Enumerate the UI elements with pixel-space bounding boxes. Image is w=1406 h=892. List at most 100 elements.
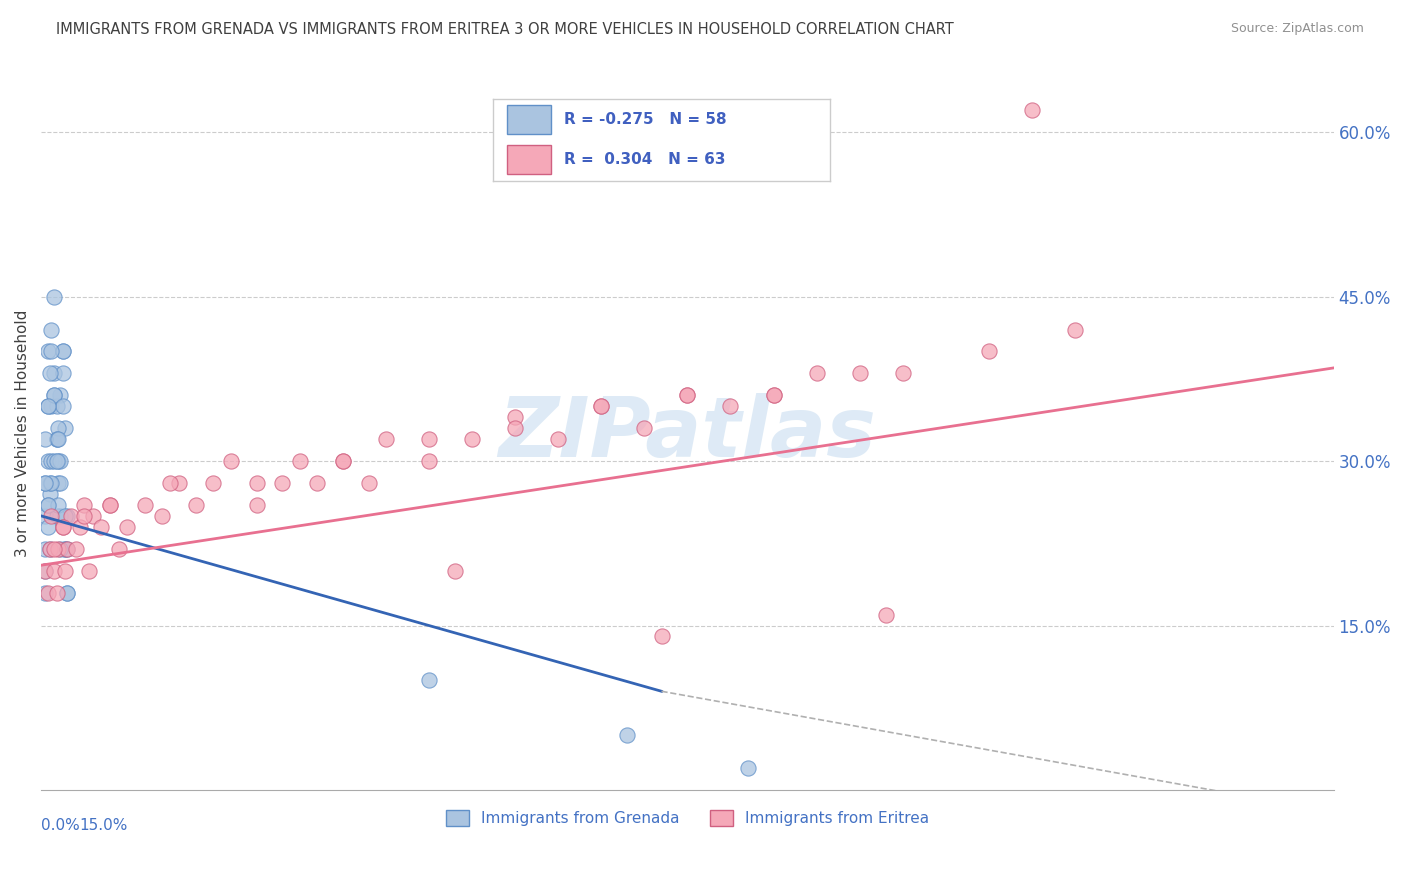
Point [38, 475, 60, 490]
Point [42, 541, 65, 556]
Point [443, 564, 465, 578]
Point [418, 673, 440, 688]
Point [42, 388, 65, 402]
Point [150, 508, 173, 523]
Point [45, 432, 67, 446]
Point [45, 585, 67, 599]
Point [762, 388, 785, 402]
Point [53, 541, 76, 556]
Point [52, 520, 75, 534]
Point [45, 399, 67, 413]
Point [37, 520, 59, 534]
Point [46, 498, 69, 512]
Point [49, 541, 72, 556]
Point [1021, 103, 1043, 118]
Point [52, 367, 75, 381]
Point [245, 475, 267, 490]
Point [616, 728, 638, 742]
Point [49, 388, 72, 402]
Point [107, 541, 129, 556]
Point [737, 761, 759, 775]
Point [38, 541, 60, 556]
Point [42, 290, 65, 304]
Point [42, 454, 65, 468]
Point [42, 367, 65, 381]
Text: ZIPatlas: ZIPatlas [499, 393, 876, 475]
Point [591, 399, 613, 413]
Point [38, 487, 60, 501]
Point [288, 454, 311, 468]
Point [53, 421, 76, 435]
Text: Source: ZipAtlas.com: Source: ZipAtlas.com [1230, 22, 1364, 36]
Point [46, 421, 69, 435]
Point [42, 388, 65, 402]
Point [45, 432, 67, 446]
Point [332, 454, 354, 468]
Text: 15.0%: 15.0% [79, 819, 128, 833]
Point [762, 388, 785, 402]
Point [56, 508, 79, 523]
Point [38, 367, 60, 381]
Text: 0.0%: 0.0% [41, 819, 80, 833]
Point [374, 432, 396, 446]
Point [503, 421, 526, 435]
Point [52, 344, 75, 359]
Point [73, 508, 96, 523]
Point [69, 520, 91, 534]
Point [418, 454, 440, 468]
Point [49, 508, 72, 523]
Point [891, 367, 914, 381]
Point [37, 498, 59, 512]
Point [49, 475, 72, 490]
Point [41, 322, 63, 336]
Point [676, 388, 699, 402]
Point [37, 585, 59, 599]
Point [117, 520, 139, 534]
Point [53, 541, 76, 556]
Point [34, 508, 56, 523]
Point [34, 475, 56, 490]
Point [56, 585, 79, 599]
Point [271, 475, 294, 490]
Point [60, 508, 83, 523]
Point [82, 508, 104, 523]
Point [418, 432, 440, 446]
Point [56, 541, 79, 556]
Point [37, 498, 59, 512]
Point [56, 541, 79, 556]
Point [90, 520, 112, 534]
Point [34, 564, 56, 578]
Point [52, 399, 75, 413]
Point [41, 508, 63, 523]
Text: IMMIGRANTS FROM GRENADA VS IMMIGRANTS FROM ERITREA 3 OR MORE VEHICLES IN HOUSEHO: IMMIGRANTS FROM GRENADA VS IMMIGRANTS FR… [56, 22, 955, 37]
Point [37, 344, 59, 359]
Point [34, 585, 56, 599]
Point [245, 498, 267, 512]
Point [45, 508, 67, 523]
Point [977, 344, 1000, 359]
Point [53, 508, 76, 523]
Point [37, 399, 59, 413]
Point [202, 475, 225, 490]
Point [46, 432, 69, 446]
Point [41, 399, 63, 413]
Point [45, 454, 67, 468]
Point [77, 564, 100, 578]
Point [676, 388, 699, 402]
Point [98, 498, 121, 512]
Point [720, 399, 742, 413]
Point [37, 399, 59, 413]
Point [357, 475, 380, 490]
Point [651, 630, 673, 644]
Point [52, 344, 75, 359]
Point [37, 454, 59, 468]
Point [34, 475, 56, 490]
Point [41, 344, 63, 359]
Point [56, 585, 79, 599]
Point [52, 520, 75, 534]
Point [98, 498, 121, 512]
Point [134, 498, 156, 512]
Point [547, 432, 569, 446]
Legend: Immigrants from Grenada, Immigrants from Eritrea: Immigrants from Grenada, Immigrants from… [440, 804, 935, 832]
Point [332, 454, 354, 468]
